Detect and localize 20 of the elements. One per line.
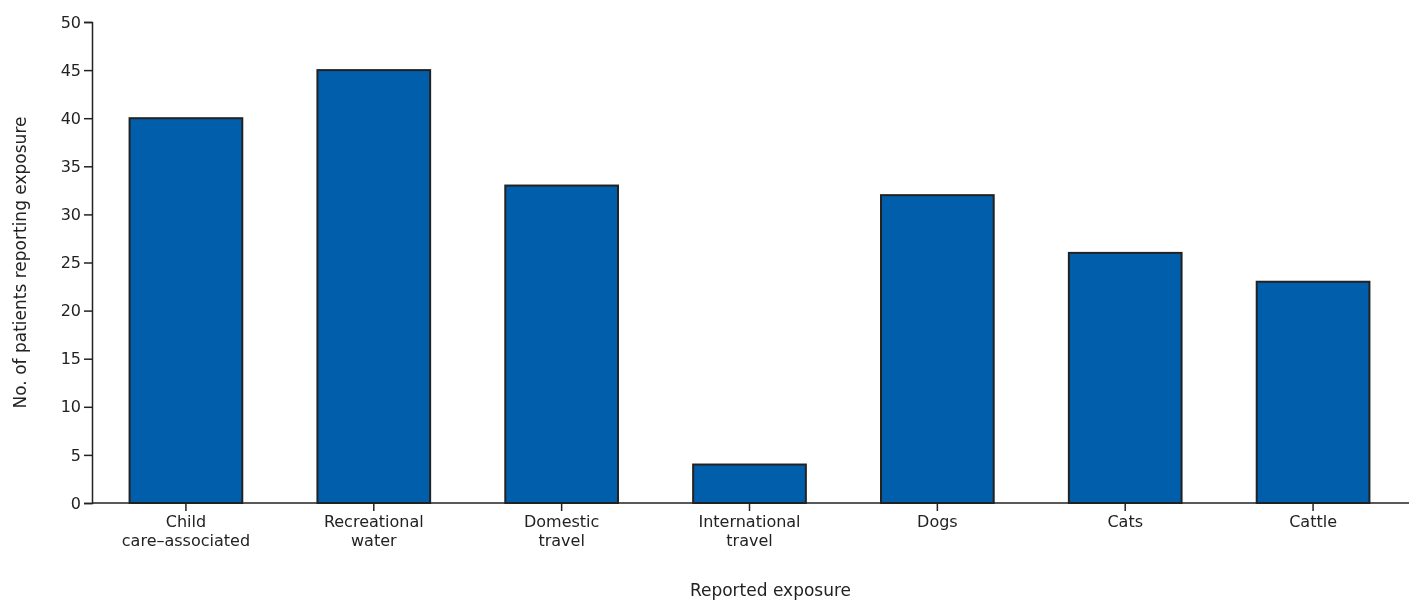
y-tick-label: 0: [70, 493, 81, 513]
y-tick-label: 50: [60, 12, 81, 32]
y-tick-label: 30: [60, 205, 81, 225]
x-tick-label: International travel: [698, 512, 801, 551]
y-tick-label: 10: [60, 397, 81, 417]
y-axis-title: No. of patients reporting exposure: [10, 116, 30, 409]
y-tick-label: 20: [60, 301, 81, 321]
x-tick-label: Cattle: [1289, 512, 1337, 531]
y-tick-label: 35: [60, 156, 81, 176]
y-tick-label: 45: [60, 60, 81, 80]
x-tick-label: Dogs: [917, 512, 958, 531]
y-tick-label: 5: [70, 445, 81, 465]
x-axis-title: Reported exposure: [689, 580, 852, 600]
y-tick-label: 15: [60, 349, 81, 369]
x-tick-label: Domestic travel: [523, 512, 600, 551]
x-tick-label: Cats: [1107, 512, 1144, 531]
x-tick-label: Recreational water: [323, 512, 424, 551]
y-tick-label: 25: [60, 253, 81, 273]
x-tick-label: Child care–associated: [121, 512, 251, 551]
y-tick-label: 40: [60, 108, 81, 128]
